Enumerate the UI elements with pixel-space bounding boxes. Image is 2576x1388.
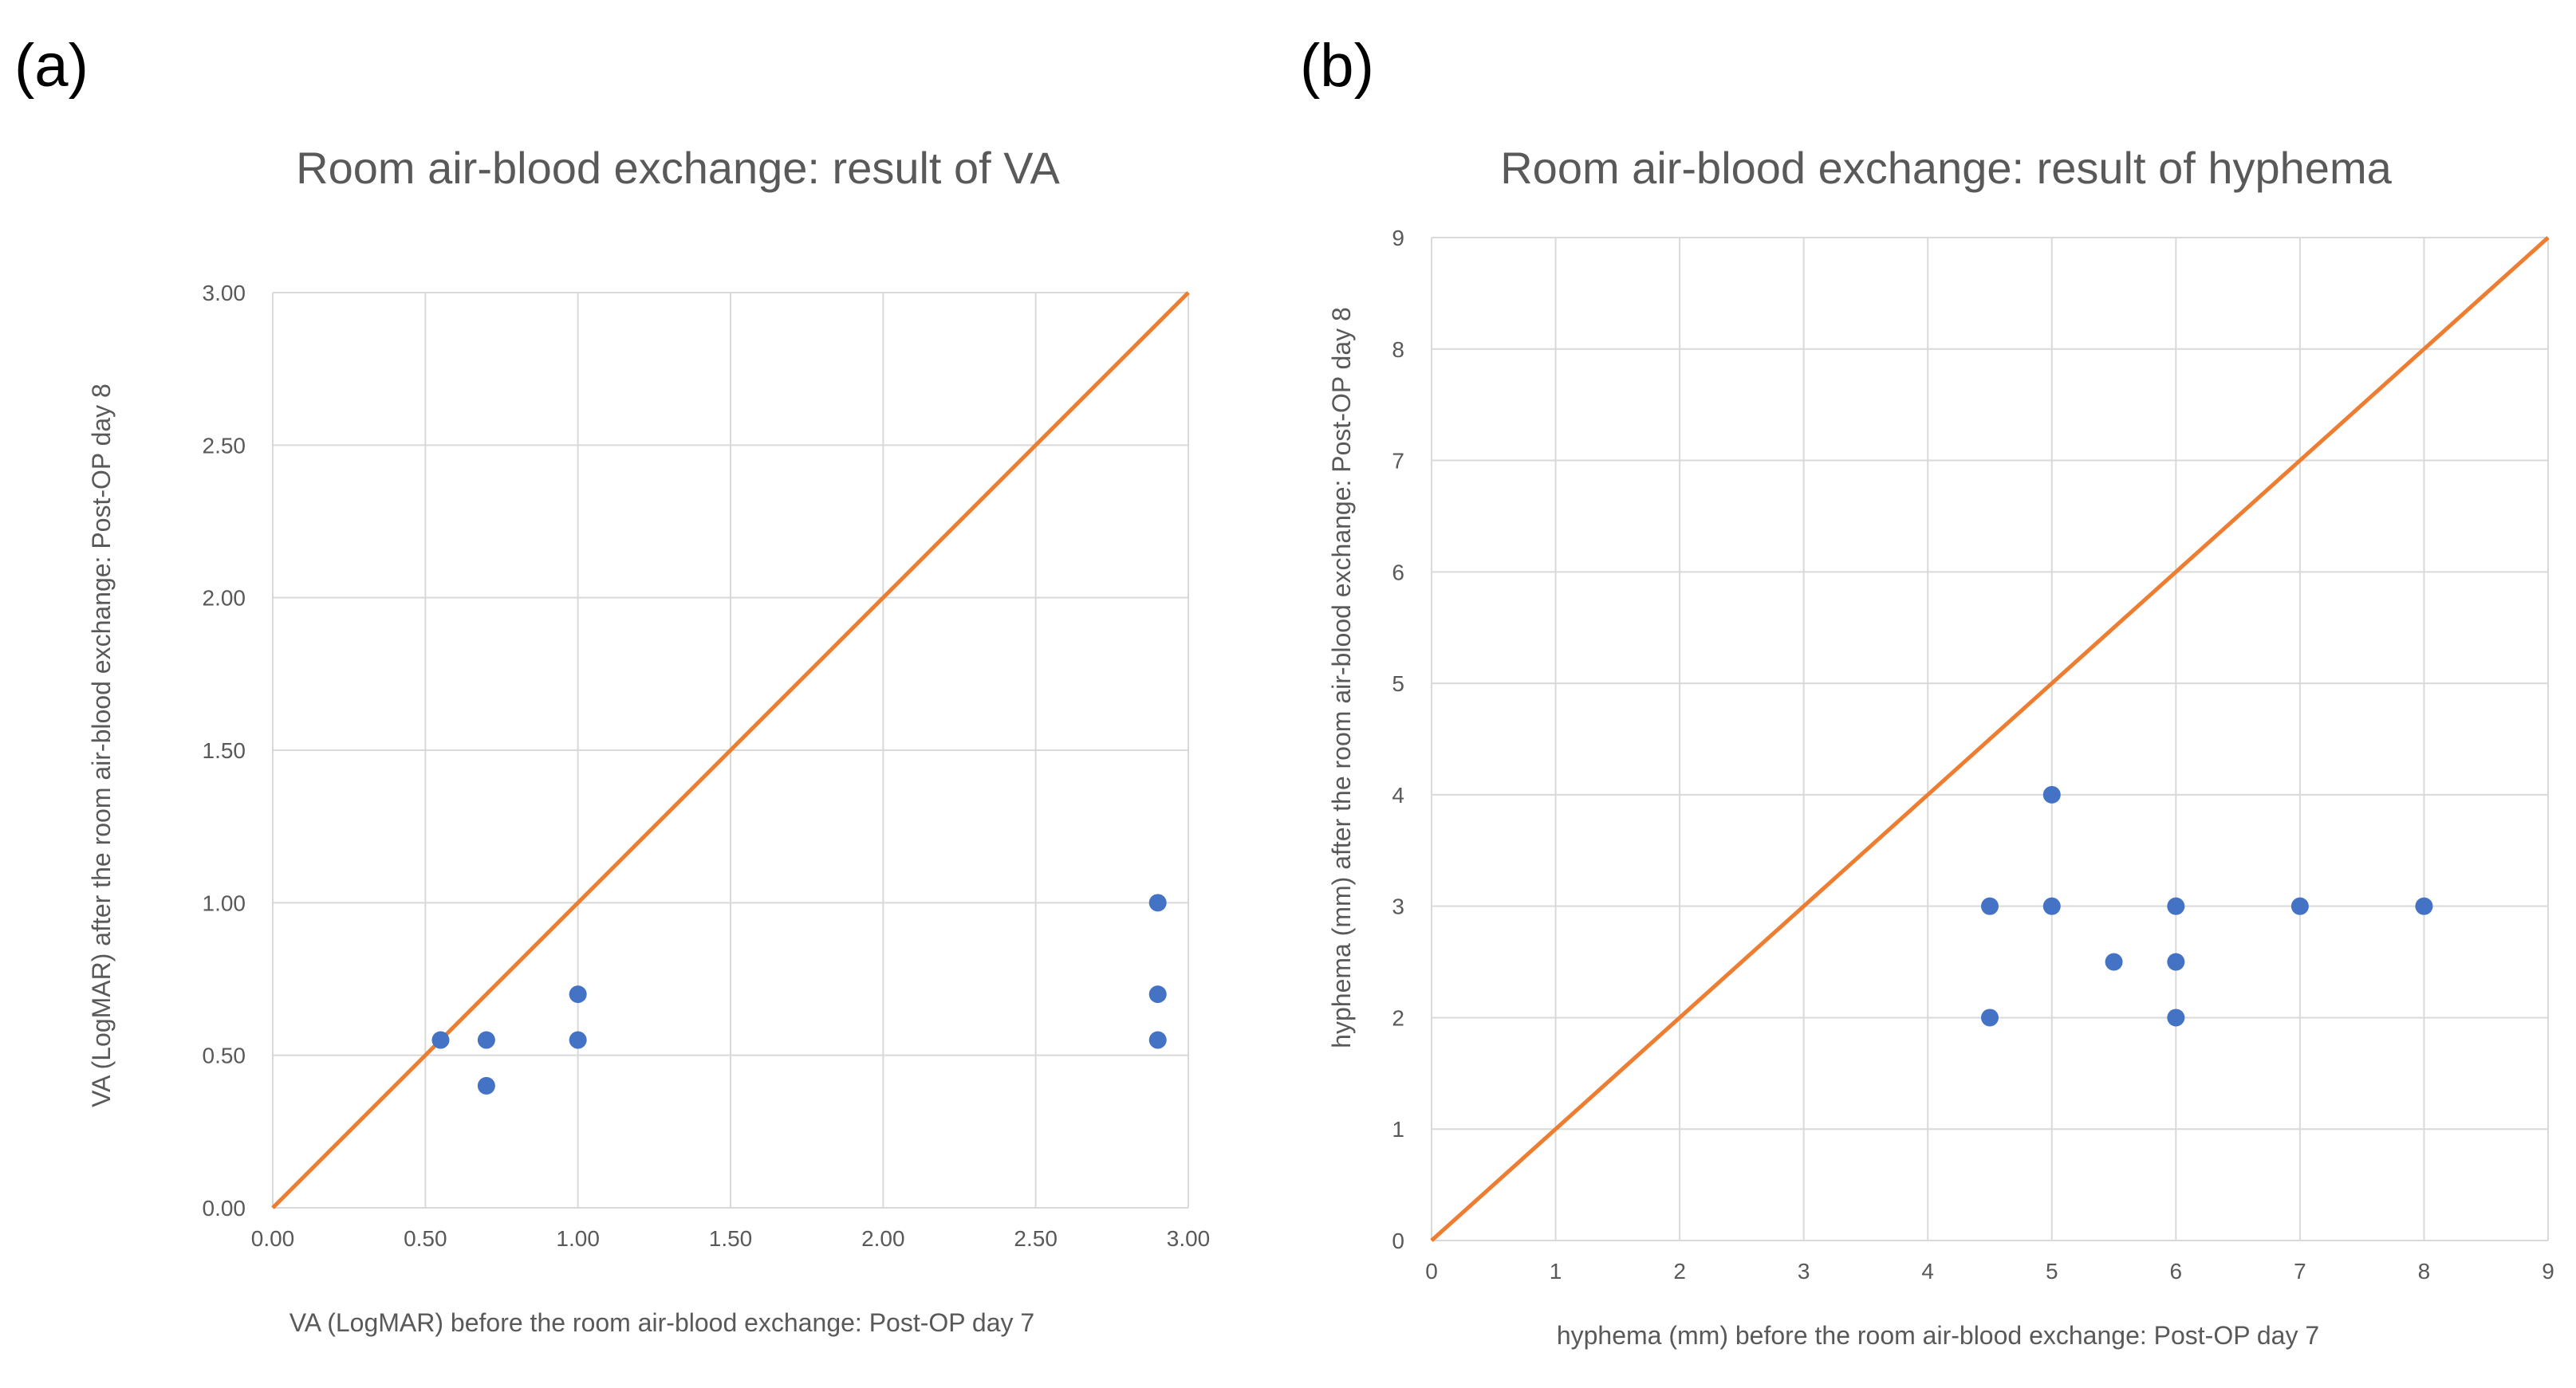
x-tick-label-b-3: 3 [1798, 1259, 1810, 1284]
data-point-b-4 [2105, 953, 2123, 971]
y-axis-label-b: hyphema (mm) after the room air-blood ex… [1327, 307, 1356, 1048]
y-tick-label-b-3: 3 [1392, 895, 1404, 919]
x-tick-label-a-6: 3.00 [1167, 1226, 1211, 1251]
y-tick-label-a-3: 1.50 [203, 738, 246, 763]
data-point-b-0 [1981, 897, 1999, 915]
x-tick-labels-b: 0 1 2 3 4 5 6 7 8 9 [1425, 1259, 2554, 1284]
x-tick-label-a-4: 2.00 [861, 1226, 905, 1251]
x-tick-label-a-1: 0.50 [404, 1226, 447, 1251]
y-tick-label-a-6: 3.00 [203, 281, 246, 305]
y-tick-label-b-4: 4 [1392, 783, 1404, 808]
y-tick-label-b-5: 5 [1392, 671, 1404, 696]
data-point-b-1 [1981, 1009, 1999, 1027]
x-tick-label-b-2: 2 [1673, 1259, 1686, 1284]
x-tick-labels-a: 0.00 0.50 1.00 1.50 2.00 2.50 3.00 [251, 1226, 1211, 1251]
y-tick-label-a-1: 0.50 [203, 1044, 246, 1068]
y-tick-label-a-2: 1.00 [203, 891, 246, 915]
x-tick-label-b-6: 6 [2170, 1259, 2183, 1284]
y-tick-label-b-2: 2 [1392, 1005, 1404, 1030]
x-tick-label-a-3: 1.50 [709, 1226, 753, 1251]
y-tick-label-a-0: 0.00 [203, 1196, 246, 1221]
panel-label-b: (b) [1300, 32, 1374, 100]
data-point-b-6 [2167, 953, 2185, 971]
x-tick-label-a-5: 2.50 [1014, 1226, 1058, 1251]
data-point-b-3 [2042, 897, 2061, 915]
data-point-b-2 [2042, 785, 2061, 804]
reference-line-b [1430, 236, 2550, 1242]
grid-b [1431, 237, 2549, 1241]
data-point-a-3 [569, 985, 587, 1004]
y-tick-label-b-0: 0 [1392, 1229, 1404, 1253]
panel-label-a: (a) [14, 32, 89, 100]
y-tick-label-b-9: 9 [1392, 226, 1404, 250]
y-tick-label-b-6: 6 [1392, 560, 1404, 584]
y-tick-label-b-8: 8 [1392, 337, 1404, 362]
data-point-a-4 [569, 1031, 587, 1049]
x-axis-label-a: VA (LogMAR) before the room air-blood ex… [290, 1308, 1034, 1337]
data-points-a [431, 894, 1167, 1095]
x-tick-label-b-1: 1 [1550, 1259, 1562, 1284]
data-point-a-5 [1148, 894, 1167, 912]
y-axis-label-a: VA (LogMAR) after the room air-blood exc… [87, 383, 116, 1107]
data-point-a-6 [1148, 985, 1167, 1004]
x-axis-label-b: hyphema (mm) before the room air-blood e… [1557, 1321, 2319, 1350]
x-tick-label-b-4: 4 [1921, 1259, 1934, 1284]
chart-panel-a: (a) Room air-blood exchange: result of V… [14, 32, 1210, 1337]
chart-panel-b: (b) Room air-blood exchange: result of h… [1300, 32, 2554, 1350]
x-tick-label-b-7: 7 [2294, 1259, 2306, 1284]
y-tick-labels-a: 0.00 0.50 1.00 1.50 2.00 2.50 3.00 [203, 281, 246, 1221]
chart-title-a: Room air-blood exchange: result of VA [296, 143, 1060, 193]
y-tick-label-b-7: 7 [1392, 449, 1404, 474]
data-point-b-8 [2290, 897, 2309, 915]
data-point-a-2 [477, 1076, 495, 1095]
data-point-a-7 [1148, 1031, 1167, 1049]
data-point-a-1 [477, 1031, 495, 1049]
x-tick-label-a-2: 1.00 [556, 1226, 600, 1251]
data-point-b-5 [2167, 897, 2185, 915]
data-points-b [1981, 785, 2433, 1027]
y-tick-label-b-1: 1 [1392, 1117, 1404, 1142]
x-tick-label-b-0: 0 [1425, 1259, 1438, 1284]
y-tick-labels-b: 0 1 2 3 4 5 6 7 8 9 [1392, 226, 1404, 1253]
data-point-b-7 [2167, 1009, 2185, 1027]
y-tick-label-a-5: 2.50 [203, 433, 246, 458]
x-tick-label-a-0: 0.00 [251, 1226, 295, 1251]
x-tick-label-b-8: 8 [2418, 1259, 2431, 1284]
x-tick-label-b-9: 9 [2542, 1259, 2554, 1284]
data-point-a-0 [431, 1031, 450, 1049]
x-tick-label-b-5: 5 [2046, 1259, 2058, 1284]
reference-line-a [271, 291, 1190, 1209]
data-point-b-9 [2415, 897, 2433, 915]
y-tick-label-a-4: 2.00 [203, 586, 246, 611]
chart-title-b: Room air-blood exchange: result of hyphe… [1500, 143, 2392, 193]
